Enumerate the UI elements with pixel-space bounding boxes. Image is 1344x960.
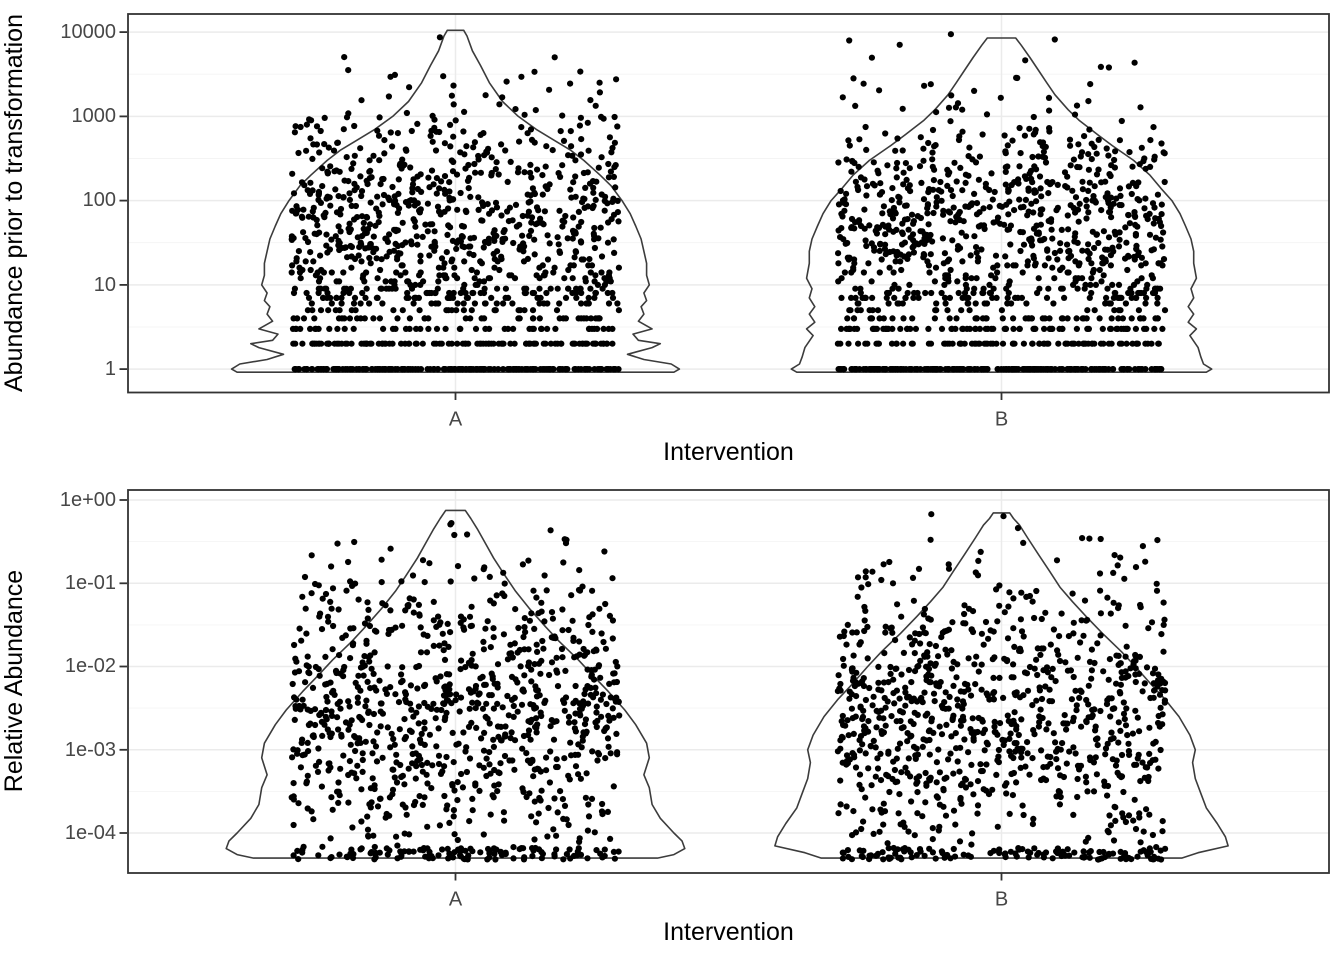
- x-axis-title: Intervention: [663, 918, 794, 946]
- relative-abundance-panel: 1e+00 1e-01 1e-02 1e-03 1e-04 A B Interv…: [0, 489, 1330, 946]
- abundance-panel: 10000 1000 100 10 1 A B Intervention Abu…: [0, 13, 1330, 466]
- y-axis-title: Relative Abundance: [0, 570, 28, 792]
- x-tick-label-A: A: [449, 409, 463, 431]
- y-tick-label: 1e-03: [65, 739, 116, 761]
- axis-tick-marks: [119, 31, 1003, 400]
- gridlines: [128, 14, 1329, 393]
- panel-border: [127, 13, 1330, 394]
- y-tick-label: 1e-01: [65, 572, 116, 594]
- jitter-points: [288, 31, 1169, 373]
- violin-outlines: [230, 29, 1213, 373]
- axis-tick-marks: [119, 499, 1003, 881]
- y-tick-label: 1e-04: [65, 822, 116, 844]
- y-axis-title: Abundance prior to transformation: [0, 14, 28, 392]
- violin-outlines: [225, 509, 1229, 859]
- panel-border: [127, 489, 1330, 874]
- y-tick-label: 1: [105, 358, 116, 380]
- jitter-points: [288, 511, 1169, 863]
- y-tick-label: 1e-02: [65, 655, 116, 677]
- y-tick-label: 1000: [72, 105, 117, 127]
- x-axis-title: Intervention: [663, 438, 794, 466]
- x-tick-label-B: B: [995, 889, 1008, 911]
- x-tick-label-B: B: [995, 409, 1008, 431]
- y-tick-label: 10: [94, 274, 116, 296]
- y-tick-label: 10000: [60, 21, 116, 43]
- x-tick-label-A: A: [449, 889, 463, 911]
- y-tick-label: 100: [83, 189, 116, 211]
- y-tick-label: 1e+00: [60, 489, 116, 511]
